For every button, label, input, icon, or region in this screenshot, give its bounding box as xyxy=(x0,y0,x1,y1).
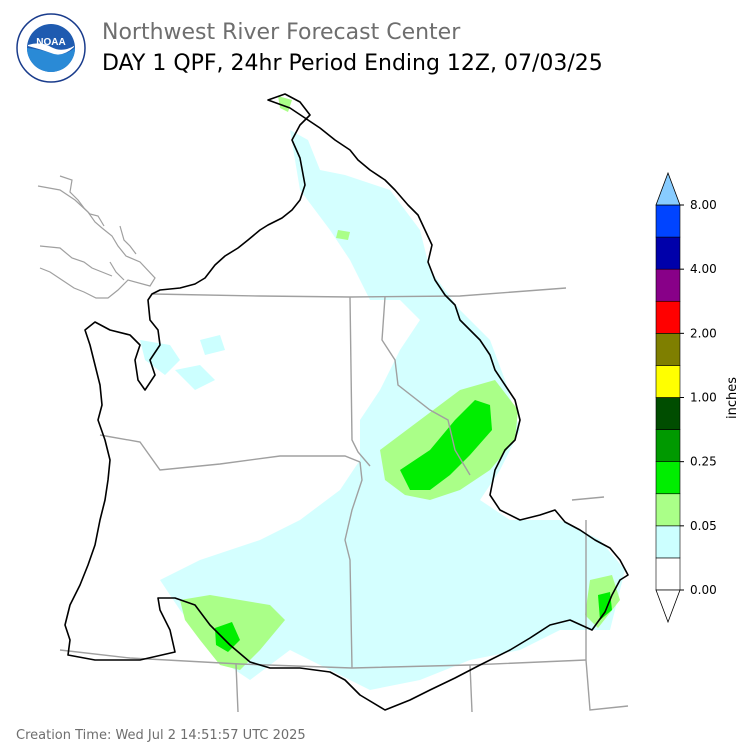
nv-border xyxy=(235,663,473,713)
wa-or-border xyxy=(99,434,361,471)
qpf-shading xyxy=(140,96,625,690)
wa-id-border xyxy=(349,296,371,467)
noaa-logo: NOAA xyxy=(16,13,86,83)
colorbar-tick-label: 0.00 xyxy=(690,583,717,597)
colorbar-segment xyxy=(655,397,681,430)
colorbar-segment xyxy=(655,365,681,398)
southern-border xyxy=(59,649,587,669)
colorbar-unit-label: inches xyxy=(725,377,740,419)
colorbar-ticks: 8.00 4.00 2.00 1.00 0.25 0.05 0.00 xyxy=(680,198,717,597)
id-mt-border xyxy=(381,296,471,476)
colorbar-tick-label: 0.25 xyxy=(690,455,717,469)
page-title: Northwest River Forecast Center xyxy=(102,20,461,45)
colorbar-segment xyxy=(655,333,681,366)
colorbar-tick-label: 4.00 xyxy=(690,262,717,276)
colorbar-segment xyxy=(655,557,681,591)
or-id-border xyxy=(344,461,363,669)
colorbar-segment xyxy=(655,300,681,334)
basin-outline xyxy=(64,93,629,711)
colorbar-segments xyxy=(655,171,681,624)
creation-time: Creation Time: Wed Jul 2 14:51:57 UTC 20… xyxy=(16,728,306,743)
colorbar-segment xyxy=(655,204,681,238)
qpf-area-trace xyxy=(160,130,625,690)
canada-border xyxy=(152,287,567,298)
colorbar-arrow-bottom xyxy=(655,589,681,624)
noaa-logo-text: NOAA xyxy=(36,37,65,48)
colorbar-tick-label: 2.00 xyxy=(690,326,717,340)
colorbar-segment xyxy=(655,461,681,495)
state-boundaries xyxy=(59,287,629,713)
colorbar-segment xyxy=(655,429,681,462)
product-title: DAY 1 QPF, 24hr Period Ending 12Z, 07/03… xyxy=(102,51,603,76)
colorbar-legend: 8.00 4.00 2.00 1.00 0.25 0.05 0.00 inches xyxy=(655,171,740,624)
wy-border xyxy=(571,496,629,711)
coastline-canada xyxy=(37,175,156,299)
colorbar-segment xyxy=(655,525,681,559)
qpf-map xyxy=(37,93,629,713)
colorbar-tick-label: 1.00 xyxy=(690,391,717,405)
colorbar-arrow-top xyxy=(655,171,681,206)
colorbar-segment xyxy=(655,236,681,270)
colorbar-segment xyxy=(655,493,681,527)
colorbar-tick-label: 0.05 xyxy=(690,519,717,533)
colorbar-tick-label: 8.00 xyxy=(690,198,717,212)
colorbar-segment xyxy=(655,268,681,302)
